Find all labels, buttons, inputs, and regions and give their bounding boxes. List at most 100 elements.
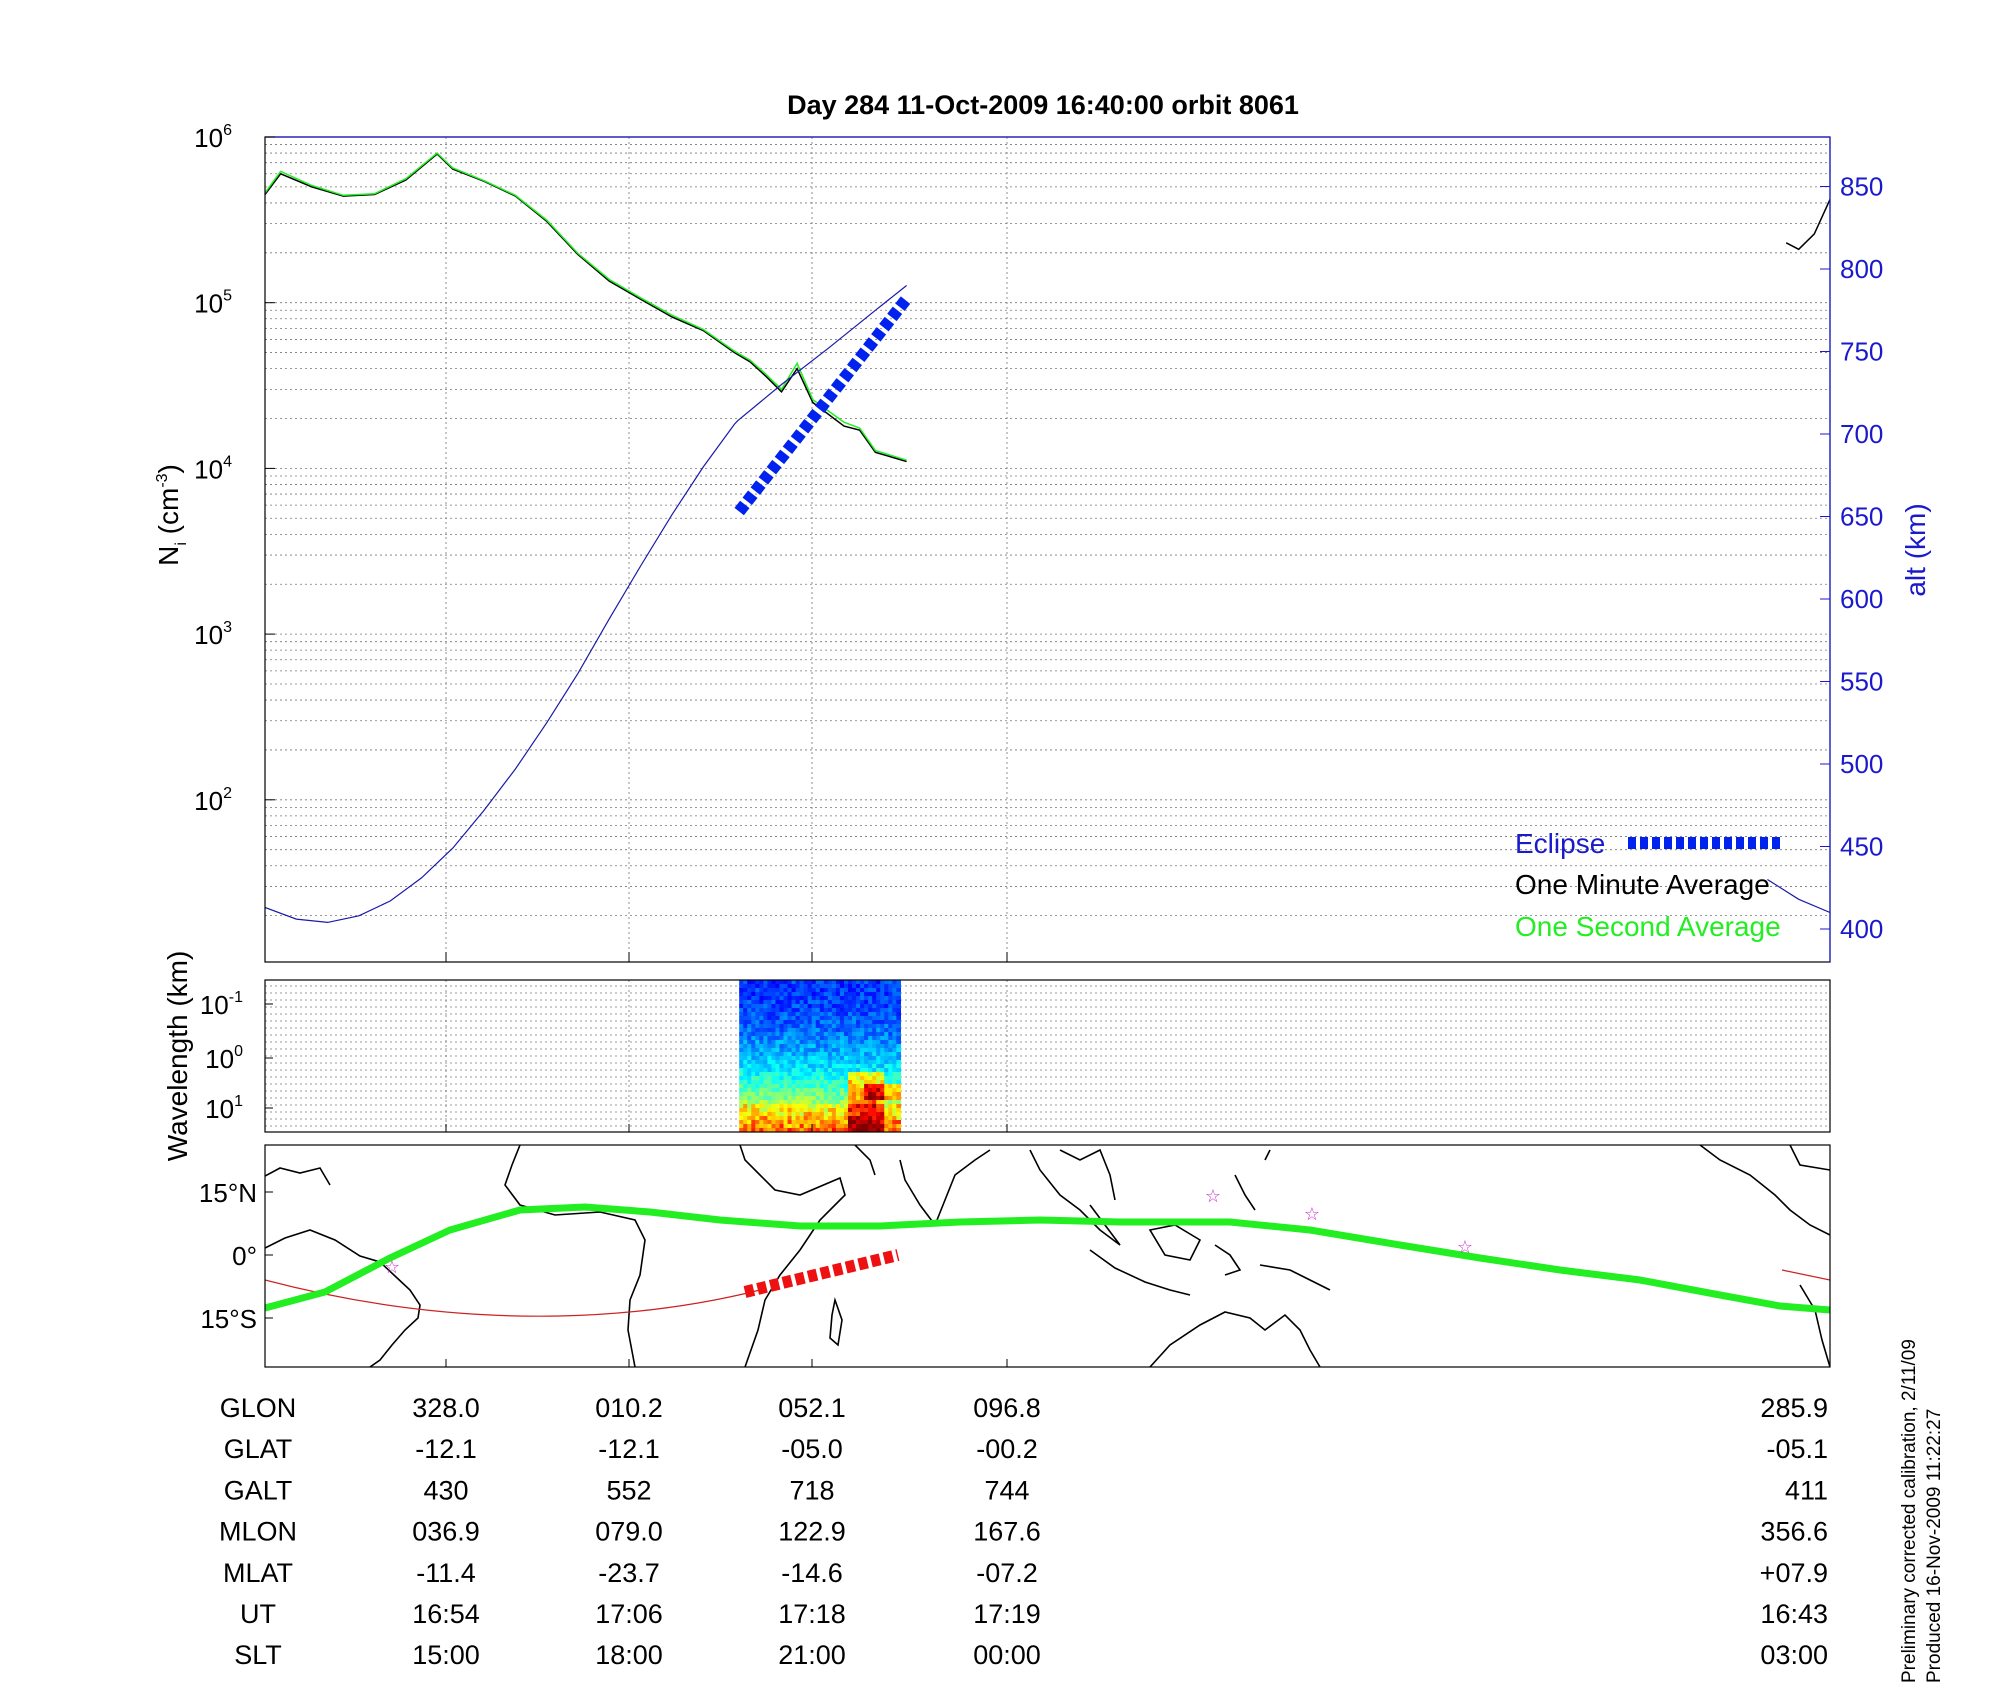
spectrogram-cell [856,1068,861,1073]
spectrogram-cell [823,1080,829,1085]
spectrogram-cell [860,1076,865,1081]
map-y-tick-label: 15°N [199,1178,257,1208]
spectrogram-cell [868,1016,873,1021]
spectrogram-cell [864,1084,869,1089]
spectrogram-cell [811,1088,817,1093]
spectrogram-cell [868,1112,873,1117]
spectrogram-cell [868,1104,873,1109]
spectrogram-cell [767,1068,773,1073]
spectrogram-cell [835,1108,841,1113]
spectrogram-cell [779,1084,785,1089]
spectrogram-cell [799,1024,805,1029]
spectrogram-cell [743,1084,748,1089]
spectrogram-cell [739,1052,744,1057]
spectrogram-cell [811,1072,817,1077]
spectrogram-cell [864,1100,869,1105]
spectrogram-cell [831,1056,837,1061]
spectrogram-cell [880,1036,885,1041]
spectrogram-cell [795,1020,801,1025]
spectrogram-cell [831,1004,837,1009]
spectrogram-cell [888,1000,893,1005]
spectrogram-cell [819,1012,825,1017]
spectrogram-cell [856,1052,861,1057]
spectrogram-cell [856,1024,861,1029]
spectrogram-cell [791,1100,797,1105]
spectrogram-cell [775,1036,781,1041]
spectrogram-cell [872,1068,877,1073]
spectrogram-cell [884,1068,889,1073]
spectrogram-cell [811,1056,817,1061]
spectrogram-cell [775,988,781,993]
coast-south-america-west [1799,1284,1830,1367]
spectrogram-cell [819,1100,825,1105]
spectrogram-cell [819,992,825,997]
spectrogram-cell [803,1064,809,1069]
spectrogram-cell [848,1072,853,1077]
spectrogram-cell [779,1004,785,1009]
spectrogram-cell [852,1076,857,1081]
spectrogram-cell [771,1120,777,1125]
spectrogram-cell [783,1064,789,1069]
spectrogram-cell [880,996,885,1001]
spectrogram-cell [872,1044,877,1049]
spectrogram-cell [892,988,897,993]
spectrogram-cell [803,1120,809,1125]
spectrogram-cell [843,1108,849,1113]
wavelength-x-ticks [445,1124,1008,1132]
eclipse-series [734,294,912,516]
spectrogram-cell [888,1032,893,1037]
spectrogram-cell [864,1012,869,1017]
spectrogram-cell [843,980,849,985]
spectrogram-cell [771,1116,777,1121]
spectrogram-cell [767,1052,773,1057]
spectrogram-cell [763,1036,768,1041]
spectrogram-cell [892,1092,897,1097]
spectrogram-cell [767,1032,773,1037]
spectrogram-cell [759,1044,764,1049]
spectrogram-cell [880,1112,885,1117]
spectrogram-cell [876,1056,881,1061]
spectrogram-cell [860,992,865,997]
spectrogram-cell [876,1092,881,1097]
spectrogram-cell [815,1084,821,1089]
spectrogram-cell [896,1040,901,1045]
spectrogram-cell [827,1052,833,1057]
spectrogram-cell [767,1112,773,1117]
spectrogram-cell [739,1024,744,1029]
spectrogram-cell [880,980,885,985]
spectrogram-cell [791,1012,797,1017]
spectrogram-cell [823,1124,829,1129]
spectrogram-cell [807,1108,813,1113]
spectrogram-cell [868,1004,873,1009]
spectrogram-cell [767,1064,773,1069]
spectrogram-cell [791,992,797,997]
spectrogram-cell [888,1020,893,1025]
spectrogram-cell [803,1072,809,1077]
spectrogram-cell [852,1024,857,1029]
spectrogram-cell [823,1024,829,1029]
spectrogram-cell [872,1064,877,1069]
spectrogram-cell [799,1028,805,1033]
spectrogram-cell [848,1008,853,1013]
spectrogram-cell [880,1088,885,1093]
spectrogram-cell [848,1044,853,1049]
spectrogram-cell [807,1000,813,1005]
spectrogram-cell [835,1068,841,1073]
y-tick-label: 104 [194,453,232,484]
spectrogram-cell [896,1000,901,1005]
spectrogram-cell [795,1076,801,1081]
spectrogram-cell [827,1064,833,1069]
spectrogram-cell [767,1108,773,1113]
spectrogram-cell [743,1060,748,1065]
spectrogram-cell [811,1012,817,1017]
spectrogram-cell [868,1088,873,1093]
spectrogram-cell [811,1112,817,1117]
spectrogram-cell [767,1128,773,1132]
spectrogram-cell [759,1104,764,1109]
spectrogram-cell [872,1020,877,1025]
spectrogram-cell [747,1064,752,1069]
spectrogram-cell [896,1016,901,1021]
magnetic-star-icon: ☆ [384,1257,400,1278]
spectrogram-cell [815,1104,821,1109]
